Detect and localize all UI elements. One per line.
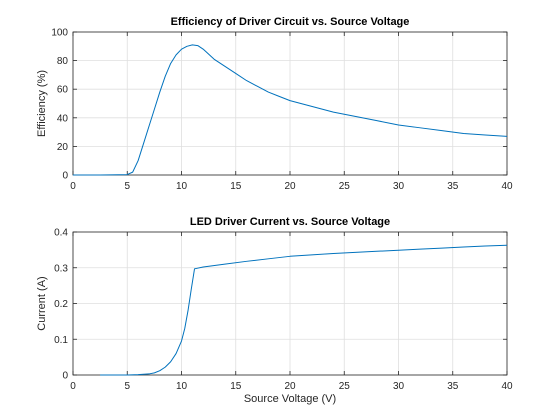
y-axis-label: Current (A)	[36, 276, 48, 330]
x-tick-label: 40	[501, 181, 513, 192]
x-tick-label: 40	[501, 381, 513, 392]
chart-title: LED Driver Current vs. Source Voltage	[190, 216, 390, 228]
x-tick-label: 15	[230, 381, 242, 392]
y-tick-label: 40	[57, 113, 69, 124]
y-tick-label: 0.3	[54, 263, 68, 274]
y-tick-label: 0.2	[54, 299, 68, 310]
y-tick-label: 0.4	[54, 228, 68, 239]
chart-title: Efficiency of Driver Circuit vs. Source …	[171, 16, 410, 28]
x-tick-label: 5	[124, 381, 130, 392]
x-tick-label: 30	[393, 381, 405, 392]
x-tick-label: 20	[284, 381, 296, 392]
y-tick-label: 60	[57, 85, 69, 96]
x-tick-label: 15	[230, 181, 242, 192]
y-tick-label: 0	[62, 371, 68, 382]
y-tick-label: 0	[62, 171, 68, 182]
x-tick-label: 35	[447, 381, 459, 392]
x-tick-label: 10	[176, 381, 188, 392]
x-tick-label: 10	[176, 181, 188, 192]
y-tick-label: 100	[51, 28, 68, 39]
efficiency-plot: 0 5 10 15 20 25 30 35 40 0 20 40 60 80 100 Efficiency o…	[36, 16, 513, 192]
y-axis-label: Efficiency (%)	[36, 70, 48, 137]
current-plot: 0 5 10 15 20 25 30 35 40 0 0.1 0.2 0.3 0.4 LED Driver …	[36, 216, 513, 405]
x-tick-label: 0	[70, 381, 76, 392]
y-tick-label: 20	[57, 142, 69, 153]
x-tick-label: 35	[447, 181, 459, 192]
series-line	[73, 44, 508, 176]
x-tick-label: 25	[339, 381, 351, 392]
x-tick-label: 30	[393, 181, 405, 192]
x-tick-label: 0	[70, 181, 76, 192]
series-line	[100, 244, 508, 376]
x-axis-label: Source Voltage (V)	[244, 393, 336, 405]
x-tick-label: 25	[339, 181, 351, 192]
x-tick-label: 20	[284, 181, 296, 192]
y-tick-label: 0.1	[54, 335, 68, 346]
x-tick-label: 5	[124, 181, 130, 192]
y-tick-label: 80	[57, 56, 69, 67]
